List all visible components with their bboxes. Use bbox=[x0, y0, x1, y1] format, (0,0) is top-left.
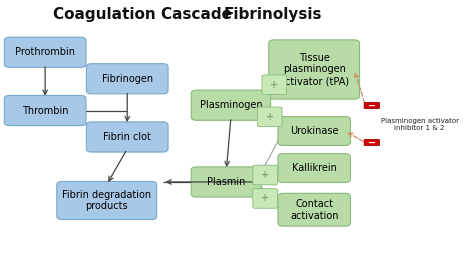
FancyBboxPatch shape bbox=[4, 37, 86, 67]
FancyBboxPatch shape bbox=[191, 90, 271, 120]
FancyBboxPatch shape bbox=[364, 139, 380, 146]
Text: Fibrin degradation
products: Fibrin degradation products bbox=[62, 190, 151, 211]
FancyBboxPatch shape bbox=[262, 75, 287, 94]
Text: Plasminogen: Plasminogen bbox=[200, 100, 262, 110]
Text: Plasminogen activator
inhibitor 1 & 2: Plasminogen activator inhibitor 1 & 2 bbox=[381, 118, 458, 131]
Text: Fibrinolysis: Fibrinolysis bbox=[224, 7, 323, 22]
Text: Prothrombin: Prothrombin bbox=[15, 47, 75, 57]
FancyBboxPatch shape bbox=[191, 167, 262, 197]
Text: Urokinase: Urokinase bbox=[290, 126, 338, 136]
Text: −: − bbox=[368, 138, 376, 148]
Text: Contact
activation: Contact activation bbox=[290, 199, 338, 221]
Text: Thrombin: Thrombin bbox=[22, 106, 68, 115]
FancyBboxPatch shape bbox=[4, 95, 86, 126]
Text: +: + bbox=[265, 112, 274, 122]
Text: Kallikrein: Kallikrein bbox=[292, 163, 337, 173]
Text: +: + bbox=[270, 80, 278, 90]
Text: Fibrinogen: Fibrinogen bbox=[101, 74, 153, 84]
FancyBboxPatch shape bbox=[278, 193, 350, 226]
FancyBboxPatch shape bbox=[278, 117, 350, 146]
FancyBboxPatch shape bbox=[57, 181, 156, 219]
FancyBboxPatch shape bbox=[364, 102, 380, 109]
FancyBboxPatch shape bbox=[269, 40, 360, 99]
Text: +: + bbox=[261, 170, 269, 180]
FancyBboxPatch shape bbox=[253, 165, 277, 185]
Text: +: + bbox=[261, 193, 269, 203]
Text: −: − bbox=[368, 101, 376, 110]
FancyBboxPatch shape bbox=[86, 122, 168, 152]
Text: Tissue
plasminogen
activator (tPA): Tissue plasminogen activator (tPA) bbox=[279, 53, 349, 86]
FancyBboxPatch shape bbox=[86, 64, 168, 94]
Text: Fibrin clot: Fibrin clot bbox=[103, 132, 151, 142]
Text: Coagulation Cascade: Coagulation Cascade bbox=[53, 7, 232, 22]
Text: Plasmin: Plasmin bbox=[207, 177, 246, 187]
FancyBboxPatch shape bbox=[257, 107, 282, 127]
FancyBboxPatch shape bbox=[278, 154, 350, 182]
FancyBboxPatch shape bbox=[253, 189, 277, 208]
